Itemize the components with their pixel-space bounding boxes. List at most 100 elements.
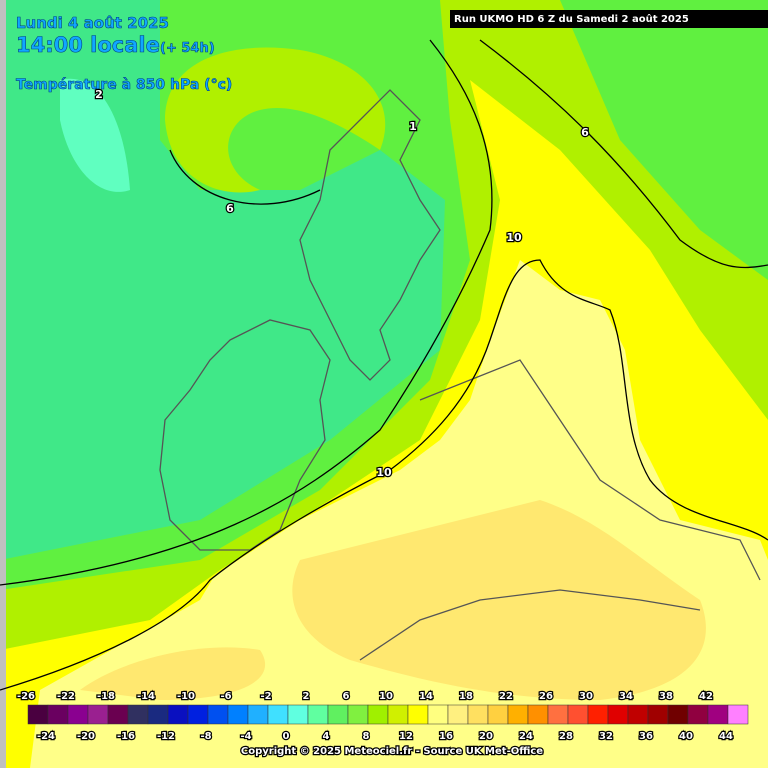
legend-swatch	[687, 704, 709, 725]
lead-time: (+ 54h)	[160, 41, 215, 56]
legend-label: 14	[419, 691, 433, 702]
legend-swatch	[547, 704, 569, 725]
legend-swatch	[347, 704, 369, 725]
legend-swatch	[667, 704, 689, 725]
legend-label: -20	[77, 731, 95, 742]
coastline	[299, 89, 441, 381]
legend-label: 30	[579, 691, 593, 702]
isotherm	[499, 259, 768, 541]
legend-swatch	[567, 704, 589, 725]
legend-swatch	[627, 704, 649, 725]
isotherm	[0, 39, 493, 586]
legend-swatch	[287, 704, 309, 725]
legend-swatch	[487, 704, 509, 725]
legend-swatch	[647, 704, 669, 725]
legend-swatch	[607, 704, 629, 725]
legend-swatch	[327, 704, 349, 725]
legend-label: -14	[137, 691, 155, 702]
legend-label: 36	[639, 731, 653, 742]
copyright: Copyright © 2025 Meteociel.fr - Source U…	[241, 746, 543, 757]
legend-label: 32	[599, 731, 613, 742]
legend-label: 8	[363, 731, 370, 742]
legend-swatch	[467, 704, 489, 725]
contour-label: 10	[506, 231, 522, 244]
field-name: Température à 850 hPa (°c)	[16, 77, 232, 93]
legend-swatch	[227, 704, 249, 725]
legend-label: 10	[379, 691, 393, 702]
legend-swatch	[27, 704, 49, 725]
legend-swatch	[147, 704, 169, 725]
local-time: 14:00 locale	[16, 33, 160, 57]
legend-swatch	[267, 704, 289, 725]
legend-label: -10	[177, 691, 195, 702]
legend-swatch	[447, 704, 469, 725]
legend-label: 40	[679, 731, 693, 742]
field-patch	[80, 647, 266, 700]
legend-swatch	[727, 704, 749, 725]
legend-swatch	[207, 704, 229, 725]
legend-label: -4	[240, 731, 251, 742]
contour-label: 6	[226, 202, 234, 215]
legend-label: -16	[117, 731, 135, 742]
legend-swatch	[527, 704, 549, 725]
legend-swatch	[127, 704, 149, 725]
legend-label: 28	[559, 731, 573, 742]
legend-label: -6	[220, 691, 231, 702]
legend-label: 26	[539, 691, 553, 702]
legend-swatch	[707, 704, 729, 725]
legend-label: -18	[97, 691, 115, 702]
legend-label: -8	[200, 731, 211, 742]
legend-swatch	[107, 704, 129, 725]
legend-swatch	[387, 704, 409, 725]
legend-label: 4	[323, 731, 330, 742]
legend-label: 44	[719, 731, 733, 742]
legend-swatch	[307, 704, 329, 725]
run-box	[450, 10, 768, 28]
legend-label: -2	[260, 691, 271, 702]
legend-swatch	[367, 704, 389, 725]
contour-label: 6	[581, 126, 589, 139]
legend-swatch	[87, 704, 109, 725]
legend-label: 12	[399, 731, 413, 742]
legend-label: 38	[659, 691, 673, 702]
legend-swatch	[247, 704, 269, 725]
contour-label: 10	[376, 466, 392, 479]
coastline	[359, 359, 761, 661]
legend-label: -22	[57, 691, 75, 702]
legend-label: 16	[439, 731, 453, 742]
frame-edge	[0, 0, 6, 768]
contour-label: 1	[409, 120, 417, 133]
legend-swatch	[187, 704, 209, 725]
field-patch	[292, 500, 706, 700]
legend-label: 42	[699, 691, 713, 702]
legend-swatch	[507, 704, 529, 725]
legend-label: 24	[519, 731, 533, 742]
isotherm	[0, 309, 501, 691]
legend-label: -26	[17, 691, 35, 702]
legend-swatch	[407, 704, 429, 725]
contour-label: 2	[95, 88, 103, 101]
field-patch	[60, 78, 130, 192]
legend-label: 18	[459, 691, 473, 702]
isotherm	[479, 39, 768, 269]
run-info: Run UKMO HD 6 Z du Samedi 2 août 2025	[454, 13, 689, 25]
legend-label: -24	[37, 731, 55, 742]
legend-swatch	[587, 704, 609, 725]
legend-label: 6	[343, 691, 350, 702]
isotherm	[169, 149, 321, 205]
legend-label: 20	[479, 731, 493, 742]
field-swirl	[165, 47, 386, 193]
legend-label: -12	[157, 731, 175, 742]
legend-label: 2	[303, 691, 310, 702]
legend-label: 22	[499, 691, 513, 702]
legend-label: 0	[283, 731, 290, 742]
legend-label: 34	[619, 691, 633, 702]
legend-swatch	[67, 704, 89, 725]
legend-swatch	[47, 704, 69, 725]
date: Lundi 4 août 2025	[16, 14, 169, 32]
legend-swatch	[167, 704, 189, 725]
field-band	[560, 0, 768, 280]
legend-swatch	[427, 704, 449, 725]
